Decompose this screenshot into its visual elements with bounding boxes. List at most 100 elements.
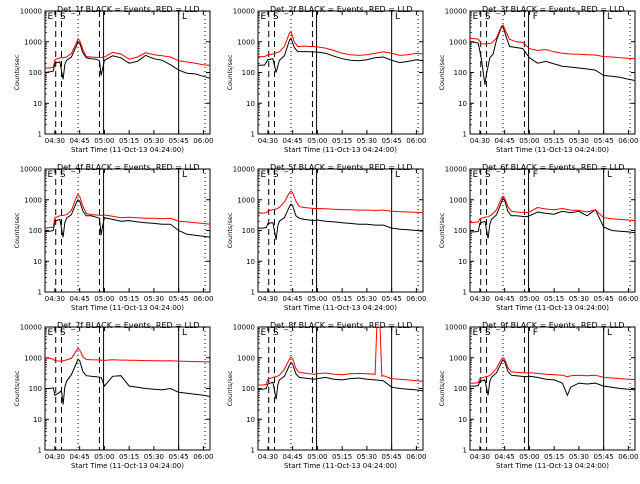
panel-8: 1 10 100 1000 10000 04:30 04:45 05:00 05:15 05:30… (226, 321, 426, 470)
marker-label-E: E (260, 12, 266, 22)
y-axis-label: Counts/sec (438, 54, 446, 90)
plot-frame (44, 326, 211, 451)
x-tick-label: 04:45 (495, 137, 515, 145)
x-tick-label: 06:00 (193, 295, 213, 303)
x-axis-label: Start Time (11-Oct-13 04:24:00) (496, 146, 609, 154)
y-tick-label: 100 (29, 69, 42, 77)
x-tick-label: 05:00 (307, 453, 327, 461)
x-tick-label: 04:45 (70, 295, 90, 303)
x-tick-label: 04:45 (283, 137, 303, 145)
x-tick-label: 05:30 (357, 137, 377, 145)
x-tick-label: 04:30 (470, 453, 490, 461)
marker-label-E: E (260, 328, 266, 338)
y-tick-label: 10000 (233, 324, 255, 332)
x-tick-label: 05:30 (357, 453, 377, 461)
series-line-events (469, 25, 636, 85)
x-tick-label: 05:30 (144, 453, 164, 461)
x-tick-label: 05:45 (594, 137, 614, 145)
series-line-lld (44, 193, 211, 229)
y-tick-label: 1000 (24, 38, 42, 46)
x-axis-label: Start Time (11-Oct-13 04:24:00) (496, 462, 609, 470)
x-tick-label: 05:15 (332, 453, 352, 461)
y-tick-label: 100 (29, 385, 42, 393)
y-tick-label: 1000 (449, 354, 467, 362)
x-tick-label: 05:30 (569, 295, 589, 303)
panel-title: Det_3f BLACK = Events, RED = LLD (482, 5, 625, 14)
x-tick-label: 06:00 (406, 453, 426, 461)
panel-3: 1 10 100 1000 10000 04:30 04:45 05:00 05:15 05:30… (438, 5, 638, 154)
marker-label-L: L (607, 170, 612, 180)
x-tick-label: 05:45 (382, 453, 402, 461)
y-tick-label: 1000 (449, 38, 467, 46)
x-tick-label: 05:15 (119, 295, 139, 303)
marker-label-S: S (273, 328, 279, 338)
x-tick-label: 05:30 (144, 137, 164, 145)
y-axis-label: Counts/sec (438, 212, 446, 248)
panel-1: 1 10 100 1000 10000 04:30 04:45 05:00 05:15 05:30… (13, 5, 213, 154)
x-tick-label: 04:30 (45, 137, 65, 145)
marker-label-S: S (60, 328, 66, 338)
x-tick-label: 06:00 (618, 453, 638, 461)
series-line-lld (258, 326, 424, 386)
x-tick-label: 06:00 (618, 137, 638, 145)
x-tick-label: 05:30 (144, 295, 164, 303)
marker-label-S: S (273, 170, 279, 180)
x-tick-label: 05:00 (307, 295, 327, 303)
x-tick-label: 04:30 (258, 137, 278, 145)
marker-label-L: L (607, 12, 612, 22)
y-tick-label: 10000 (445, 8, 467, 16)
y-tick-label: 10 (246, 416, 255, 424)
y-tick-label: 1 (251, 447, 255, 455)
x-tick-label: 06:00 (406, 295, 426, 303)
y-tick-label: 10000 (445, 324, 467, 332)
y-tick-label: 10 (33, 100, 42, 108)
marker-label-L: L (182, 170, 187, 180)
marker-label-F: F (533, 328, 538, 338)
series-line-events (44, 40, 211, 80)
marker-label-S: S (485, 170, 491, 180)
x-tick-label: 04:45 (283, 453, 303, 461)
marker-label-S: S (485, 12, 491, 22)
y-tick-label: 1000 (24, 196, 42, 204)
x-tick-label: 05:45 (594, 453, 614, 461)
y-tick-label: 1000 (24, 354, 42, 362)
y-axis-label: Counts/sec (226, 370, 234, 406)
panel-6: 1 10 100 1000 10000 04:30 04:45 05:00 05:15 05:30… (438, 163, 638, 312)
y-tick-label: 10000 (233, 166, 255, 174)
y-tick-label: 1000 (237, 196, 255, 204)
y-tick-label: 100 (242, 227, 255, 235)
plot-frame (257, 168, 424, 293)
x-tick-label: 06:00 (193, 137, 213, 145)
x-tick-label: 05:15 (332, 295, 352, 303)
x-tick-label: 05:30 (569, 453, 589, 461)
series-line-events (258, 203, 424, 240)
x-tick-label: 04:30 (470, 137, 490, 145)
x-tick-label: 04:30 (45, 295, 65, 303)
y-tick-label: 1 (463, 447, 467, 455)
series-line-events (470, 359, 636, 397)
y-axis-label: Counts/sec (13, 54, 21, 90)
y-tick-label: 10 (33, 258, 42, 266)
x-axis-label: Start Time (11-Oct-13 04:24:00) (71, 304, 184, 312)
marker-label-S: S (60, 170, 66, 180)
y-tick-label: 10000 (445, 166, 467, 174)
y-axis-label: Counts/sec (226, 212, 234, 248)
x-tick-label: 05:45 (169, 295, 189, 303)
marker-label-L: L (182, 328, 187, 338)
series-line-lld (469, 195, 636, 224)
marker-label-E: E (47, 12, 53, 22)
y-axis-label: Counts/sec (438, 370, 446, 406)
x-tick-label: 05:45 (382, 295, 402, 303)
x-tick-label: 05:45 (169, 453, 189, 461)
panel-5: 1 10 100 1000 10000 04:30 04:45 05:00 05:15 05:30… (226, 163, 426, 312)
x-tick-label: 05:15 (544, 295, 564, 303)
panel-7: 1 10 100 1000 10000 04:30 04:45 05:00 05:15 05:30… (13, 321, 213, 470)
panel-title: Det_9f BLACK = Events, RED = LLD (482, 321, 625, 330)
y-tick-label: 1 (463, 131, 467, 139)
marker-label-E: E (47, 170, 53, 180)
y-tick-label: 10 (33, 416, 42, 424)
x-tick-label: 05:00 (94, 453, 114, 461)
series-line-lld (258, 30, 424, 58)
x-tick-label: 04:45 (70, 453, 90, 461)
